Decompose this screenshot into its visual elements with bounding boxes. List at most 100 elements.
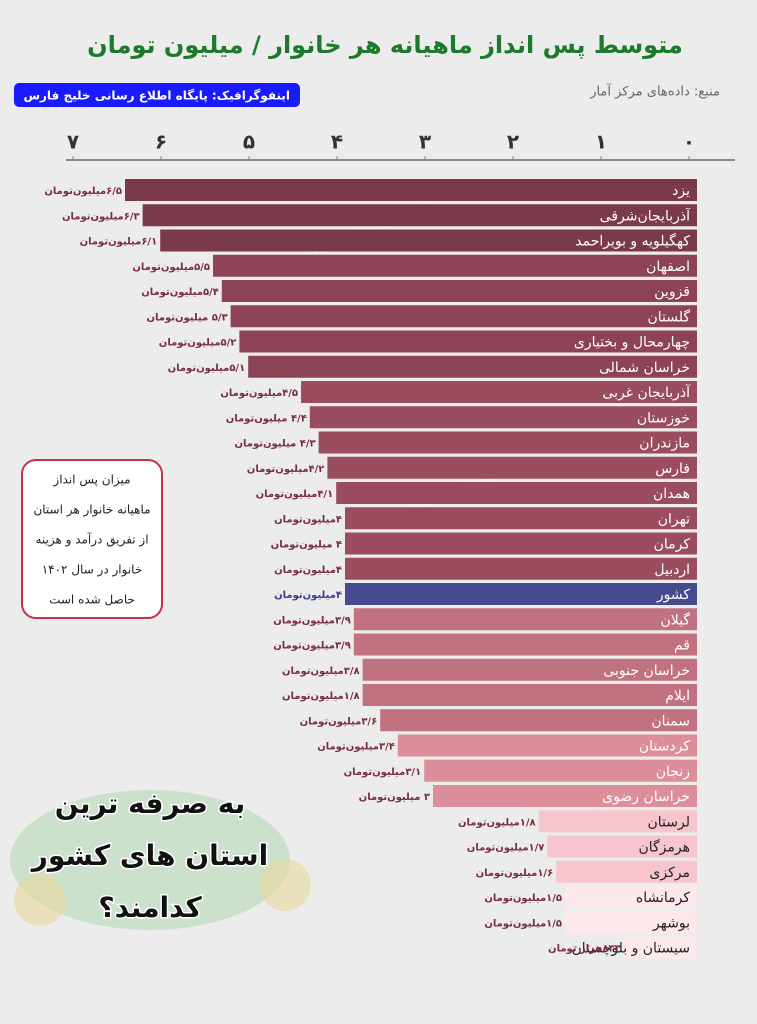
category-label: آذربایجان‌شرقی <box>600 207 691 224</box>
category-label: خراسان شمالی <box>599 360 690 376</box>
coin <box>14 874 66 926</box>
category-label: تهران <box>658 511 690 527</box>
bar <box>556 860 697 883</box>
value-label: ۴/۳ میلیون‌تومان <box>235 439 316 450</box>
category-label: اردبیل <box>654 562 690 578</box>
badge: اینفوگرافیک: پایگاه اطلاع رسانی خلیج فار… <box>23 89 290 104</box>
x-tick-label: ۲ <box>507 130 519 154</box>
x-tick-label: ۴ <box>331 130 343 154</box>
bar <box>362 684 697 706</box>
headline-line: کدامند؟ <box>98 891 202 924</box>
value-label: ۱/۶میلیون‌تومان <box>476 868 554 879</box>
bar <box>125 179 697 201</box>
category-label: کرمان <box>654 537 691 553</box>
value-label: ۵/۳ میلیون‌تومان <box>147 312 228 323</box>
value-label: ۸۳۳هزار تومان <box>548 944 621 955</box>
value-label: ۱/۷میلیون‌تومان <box>467 843 545 854</box>
value-label: ۴/۴ میلیون‌تومان <box>226 413 307 424</box>
headline: به صرفه ترین استان های کشور کدامند؟ <box>28 786 270 926</box>
value-label: ۴میلیون‌تومان <box>274 514 342 525</box>
coin <box>259 859 311 911</box>
bar <box>353 633 697 656</box>
value-label: ۴/۵میلیون‌تومان <box>220 388 298 399</box>
value-label: ۱/۵میلیون‌تومان <box>484 893 562 904</box>
category-label: اصفهان <box>646 259 690 275</box>
bar <box>433 785 697 807</box>
value-label: ۴/۲میلیون‌تومان <box>247 464 325 475</box>
category-label: یزد <box>672 183 690 199</box>
note-line: خانوار در سال ۱۴۰۲ <box>42 563 143 578</box>
value-label: ۵/۲میلیون‌تومان <box>159 338 237 349</box>
x-tick-label: ۱ <box>595 130 607 154</box>
category-label: فارس <box>655 461 690 477</box>
bar <box>397 734 697 757</box>
value-label: ۴میلیون‌تومان <box>274 565 342 576</box>
value-label: ۳ میلیون‌تومان <box>359 792 430 803</box>
x-tick-label: ۷ <box>67 130 79 154</box>
bar <box>345 532 697 555</box>
bar <box>353 608 697 631</box>
value-label: ۱/۸میلیون‌تومان <box>458 817 536 828</box>
bar <box>345 583 697 605</box>
value-label: ۱/۵میلیون‌تومان <box>484 918 562 929</box>
category-label: سمنان <box>651 713 690 729</box>
category-label: لرستان <box>648 814 691 830</box>
note-line: از تفریق درآمد و هزینه <box>35 532 148 548</box>
note-line: حاصل شده است <box>49 593 135 607</box>
category-label: خراسان جنوبی <box>603 663 690 679</box>
bar <box>362 658 697 681</box>
category-label: آذربایجان غربی <box>602 384 691 401</box>
bar <box>565 911 697 934</box>
bar <box>230 305 697 328</box>
bar <box>565 886 697 908</box>
x-tick-label: ۳ <box>419 130 431 154</box>
category-label: سیستان و بلوچستان <box>571 941 690 957</box>
category-label: قزوین <box>654 284 690 300</box>
category-label: کردستان <box>639 739 690 755</box>
money-illustration <box>10 790 290 930</box>
category-label: خوزستان <box>637 410 690 426</box>
category-label: گلستان <box>647 308 690 325</box>
bar <box>239 330 697 353</box>
category-label: چهارمحال و بختیاری <box>574 335 690 351</box>
category-label: مرکزی <box>649 865 690 881</box>
value-label: ۴میلیون‌تومان <box>274 590 342 601</box>
value-label: ۳/۶میلیون‌تومان <box>300 716 378 727</box>
category-label: قم <box>674 638 690 654</box>
value-label: ۳/۸میلیون‌تومان <box>282 666 360 677</box>
headline-line: استان های کشور <box>30 839 269 872</box>
category-label: کهگیلویه و بویراحمد <box>575 233 690 250</box>
bar <box>336 482 697 504</box>
category-label: مازندران <box>639 436 690 452</box>
category-label: کشور <box>656 587 690 603</box>
category-label: ایلام <box>665 688 690 704</box>
note-box <box>21 459 163 619</box>
value-label: ۳/۱میلیون‌تومان <box>344 767 422 778</box>
bar <box>538 810 697 833</box>
bar <box>301 381 697 403</box>
category-label: زنجان <box>656 764 690 780</box>
bar <box>623 936 697 959</box>
value-label: ۵/۱میلیون‌تومان <box>168 363 246 374</box>
bar <box>318 431 697 454</box>
category-label: بوشهر <box>652 915 690 931</box>
source: منبع: داده‌های مرکز آمار <box>589 83 720 100</box>
x-tick-label: ۶ <box>155 130 167 154</box>
bar <box>547 835 697 858</box>
badge-box <box>14 83 300 107</box>
bar <box>248 355 697 378</box>
note-line: میزان پس انداز <box>52 473 130 488</box>
note-line: ماهیانه خانوار هر استان <box>33 503 150 518</box>
value-label: ۶/۵میلیون‌تومان <box>44 186 122 197</box>
category-label: هرمزگان <box>638 839 690 856</box>
chart-title: متوسط پس انداز ماهیانه هر خانوار / میلیو… <box>87 31 683 59</box>
category-label: گیلان <box>660 611 690 628</box>
value-label: ۱/۸میلیون‌تومان <box>282 691 360 702</box>
value-label: ۳/۹میلیون‌تومان <box>273 641 351 652</box>
category-label: کرمانشاه <box>636 890 690 906</box>
x-tick-label: ۵ <box>243 130 255 154</box>
bar <box>345 557 697 580</box>
value-label: ۴ میلیون‌تومان <box>271 540 342 551</box>
bar <box>142 204 698 227</box>
